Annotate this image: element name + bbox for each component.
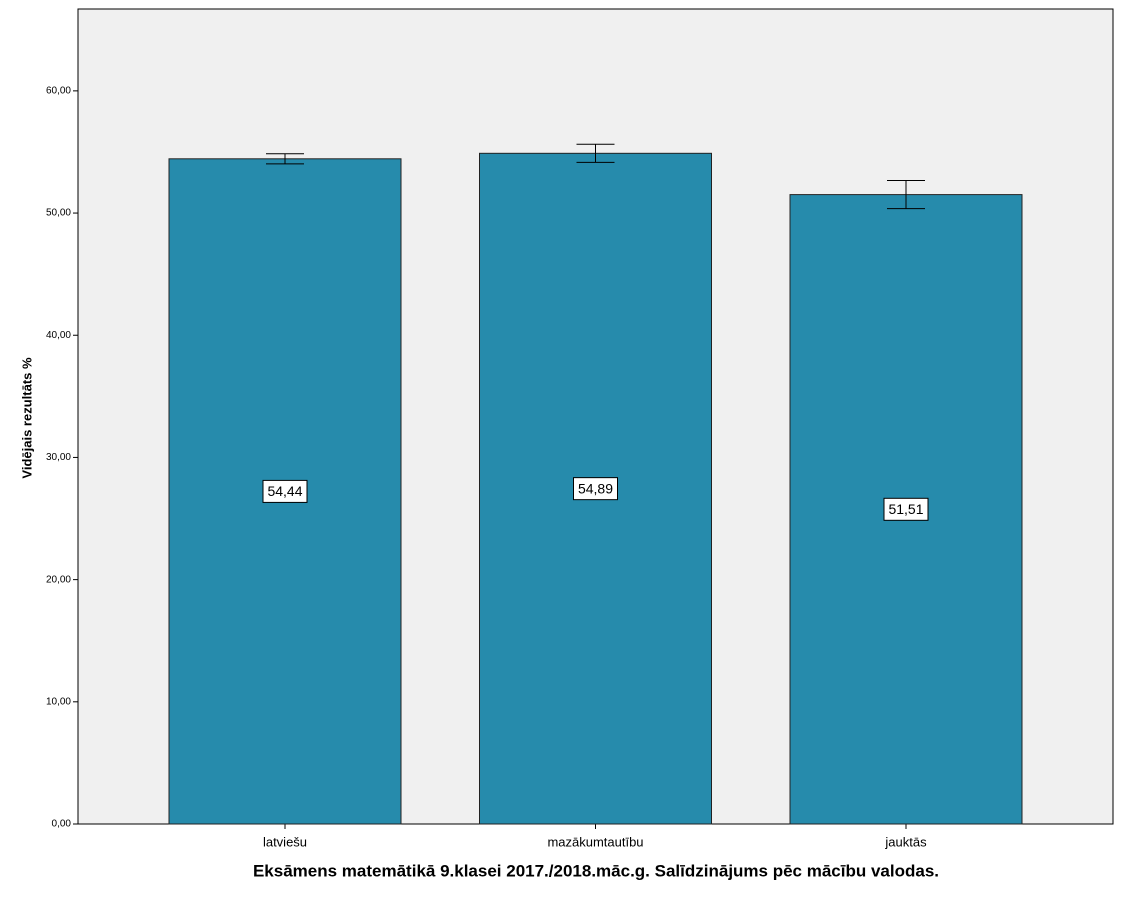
y-tick-label: 0,00: [52, 819, 72, 830]
value-label: 51,51: [888, 501, 923, 517]
y-tick-label: 50,00: [46, 208, 71, 219]
y-tick-label: 20,00: [46, 574, 71, 585]
value-label-box: [573, 477, 618, 501]
chart-title: Eksāmens matemātikā 9.klasei 2017./2018.…: [253, 861, 939, 880]
value-label-box: [262, 479, 308, 503]
y-axis-label: Vidējais rezultāts %: [19, 357, 34, 479]
x-tick-label: latviešu: [263, 834, 307, 849]
y-tick-label: 10,00: [46, 696, 71, 707]
y-tick-label: 40,00: [46, 330, 71, 341]
x-tick-label: jauktās: [884, 834, 927, 849]
value-label-box: [883, 497, 929, 521]
y-tick-label: 30,00: [46, 452, 71, 463]
value-label: 54,89: [578, 480, 613, 496]
y-tick-label: 60,00: [46, 86, 71, 97]
x-tick-label: mazākumtautību: [547, 834, 643, 849]
value-label: 54,44: [267, 483, 302, 499]
